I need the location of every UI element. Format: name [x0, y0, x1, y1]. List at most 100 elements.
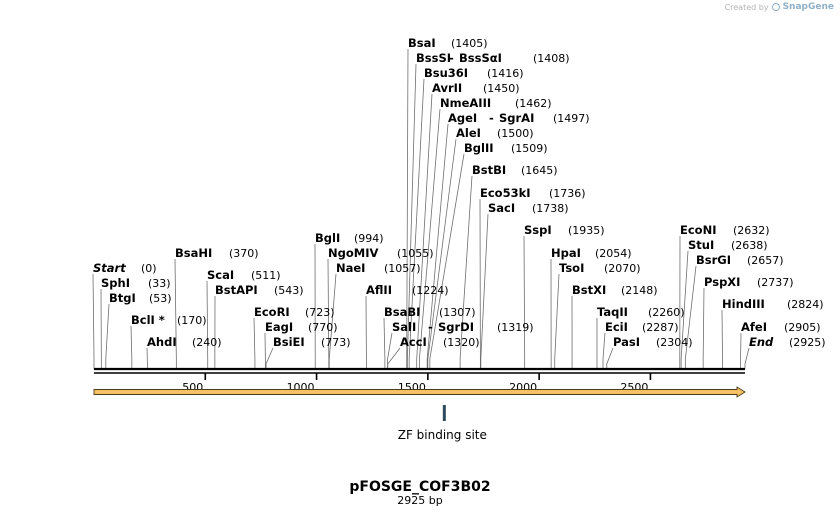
- site-position-bsss-i: (1408): [533, 52, 570, 65]
- sequence-backbone: [94, 367, 745, 374]
- site-name-acci[interactable]: AccI: [400, 335, 427, 349]
- site-name-hindiii[interactable]: HindIII: [722, 297, 765, 311]
- leader-line-agei: [426, 123, 449, 369]
- site-name-ecii[interactable]: EciI: [605, 320, 628, 334]
- snapgene-logo-icon: [771, 3, 780, 11]
- site-position-scai: (511): [251, 269, 281, 282]
- leader-line-naei: [328, 273, 337, 369]
- site-name-stui[interactable]: StuI: [688, 238, 714, 252]
- site-position-bsu36i: (1416): [487, 67, 524, 80]
- leader-line-pspxi: [702, 287, 705, 369]
- site-name-eco53ki[interactable]: Eco53kI: [480, 186, 531, 200]
- site-position-avrii: (1450): [483, 82, 520, 95]
- site-name-bcli[interactable]: BclI *: [131, 313, 165, 327]
- site-name-agei[interactable]: AgeI: [448, 111, 477, 125]
- plasmid-name: pFOSGE_COF3B02: [349, 479, 490, 495]
- site-name-taqii[interactable]: TaqII: [597, 305, 628, 319]
- site-name-aflii[interactable]: AflII: [366, 283, 392, 297]
- orf-arrow[interactable]: [93, 386, 746, 398]
- site-position-sgrdi: (1319): [497, 321, 534, 334]
- site-name-bglii[interactable]: BglII: [464, 141, 494, 155]
- site-position-saci: (1738): [532, 202, 569, 215]
- site-name-bsss-i[interactable]: BssSαI: [459, 51, 502, 65]
- leader-line-bsabi: [383, 317, 386, 369]
- site-position-ahdi: (240): [192, 336, 222, 349]
- site-position-start: (0): [141, 262, 157, 275]
- credit-text: Created by: [724, 2, 769, 12]
- site-name-avrii[interactable]: AvrII: [432, 81, 462, 95]
- site-name-bsahi[interactable]: BsaHI: [175, 246, 212, 260]
- site-position-sgrai: (1497): [553, 112, 590, 125]
- site-name-ecori[interactable]: EcoRI: [254, 305, 290, 319]
- site-name-bstxi[interactable]: BstXI: [572, 283, 606, 297]
- site-name-ngomiv[interactable]: NgoMIV: [328, 246, 378, 260]
- leader-line-bsai: [406, 48, 409, 369]
- site-name-naei[interactable]: NaeI: [336, 261, 365, 275]
- leader-line-pasi: [606, 347, 614, 369]
- site-name-bsu36i[interactable]: Bsu36I: [424, 66, 468, 80]
- site-position-ngomiv: (1055): [397, 247, 434, 260]
- site-name-btgi[interactable]: BtgI: [109, 291, 136, 305]
- leader-line-acci: [387, 347, 401, 369]
- site-name-pasi[interactable]: PasI: [613, 335, 640, 349]
- site-labels: Start (0) SphI (33) BtgI (53) BclI * (170)AhdI (…: [93, 36, 826, 349]
- leader-lines: [92, 48, 750, 369]
- site-position-aflii: (1224): [412, 284, 449, 297]
- site-name-bsiei[interactable]: BsiEI: [273, 335, 305, 349]
- site-name-econi[interactable]: EcoNI: [680, 223, 716, 237]
- leader-line-end: [744, 347, 750, 369]
- site-name-bsabi[interactable]: BsaBI: [384, 305, 420, 319]
- site-name-scai[interactable]: ScaI: [207, 268, 234, 282]
- site-position-eagi: (770): [308, 321, 338, 334]
- site-name-saci[interactable]: SacI: [488, 201, 515, 215]
- snapgene-credit: Created by SnapGene: [725, 2, 834, 12]
- site-position-bsahi: (370): [229, 247, 259, 260]
- site-name-eagi[interactable]: EagI: [265, 320, 293, 334]
- site-position-bglii: (1509): [511, 142, 548, 155]
- leader-line-bsu36i: [408, 78, 425, 369]
- site-position-acci: (1320): [443, 336, 480, 349]
- site-position-bgli: (994): [354, 232, 384, 245]
- site-position-taqii: (2260): [648, 306, 685, 319]
- leader-line-tsoi: [554, 273, 560, 369]
- site-name-bstapi[interactable]: BstAPI: [215, 283, 258, 297]
- leader-line-ecori: [253, 317, 256, 369]
- site-position-econi: (2632): [733, 224, 770, 237]
- zf-binding-site-marker[interactable]: [442, 405, 446, 421]
- site-position-bstxi: (2148): [621, 284, 658, 297]
- site-name-bsssi[interactable]: BssSI: [416, 51, 451, 65]
- name-separator: -: [489, 111, 494, 125]
- site-position-sspi: (1935): [568, 224, 605, 237]
- zf-binding-site-feature[interactable]: ZF binding site: [398, 405, 487, 442]
- site-name-nmeaiii[interactable]: NmeAIII: [440, 96, 491, 110]
- site-name-bsrgi[interactable]: BsrGI: [696, 253, 731, 267]
- site-position-hindiii: (2824): [787, 298, 824, 311]
- site-name-alei[interactable]: AleI: [456, 126, 481, 140]
- site-name-bsai[interactable]: BsaI: [408, 36, 436, 50]
- leader-line-bsiei: [265, 347, 274, 369]
- site-name-sali[interactable]: SalI: [392, 320, 416, 334]
- leader-line-start: [92, 273, 95, 369]
- site-name-bgli[interactable]: BglI: [315, 231, 340, 245]
- site-position-end: (2925): [789, 336, 826, 349]
- site-name-pspxi[interactable]: PspXI: [704, 275, 740, 289]
- site-position-bsrgi: (2657): [747, 254, 784, 267]
- site-name-sgrdi[interactable]: SgrDI: [438, 320, 474, 334]
- leader-line-nmeaiii: [418, 108, 441, 369]
- site-name-ahdi[interactable]: AhdI: [147, 335, 177, 349]
- site-name-hpai[interactable]: HpaI: [551, 246, 581, 260]
- plasmid-size: 2925 bp: [397, 494, 442, 507]
- leader-line-bsssi: [406, 63, 417, 369]
- site-name-end[interactable]: End: [749, 335, 774, 349]
- site-position-bstbi: (1645): [521, 164, 558, 177]
- site-name-tsoi[interactable]: TsoI: [559, 261, 584, 275]
- site-name-sspi[interactable]: SspI: [524, 223, 552, 237]
- site-name-sgrai[interactable]: SgrAI: [499, 111, 534, 125]
- site-name-bstbi[interactable]: BstBI: [472, 163, 506, 177]
- site-name-start[interactable]: Start: [93, 261, 126, 275]
- site-position-naei: (1057): [384, 262, 421, 275]
- site-name-sphi[interactable]: SphI: [101, 276, 130, 290]
- site-position-btgi: (53): [149, 292, 172, 305]
- site-name-afei[interactable]: AfeI: [741, 320, 767, 334]
